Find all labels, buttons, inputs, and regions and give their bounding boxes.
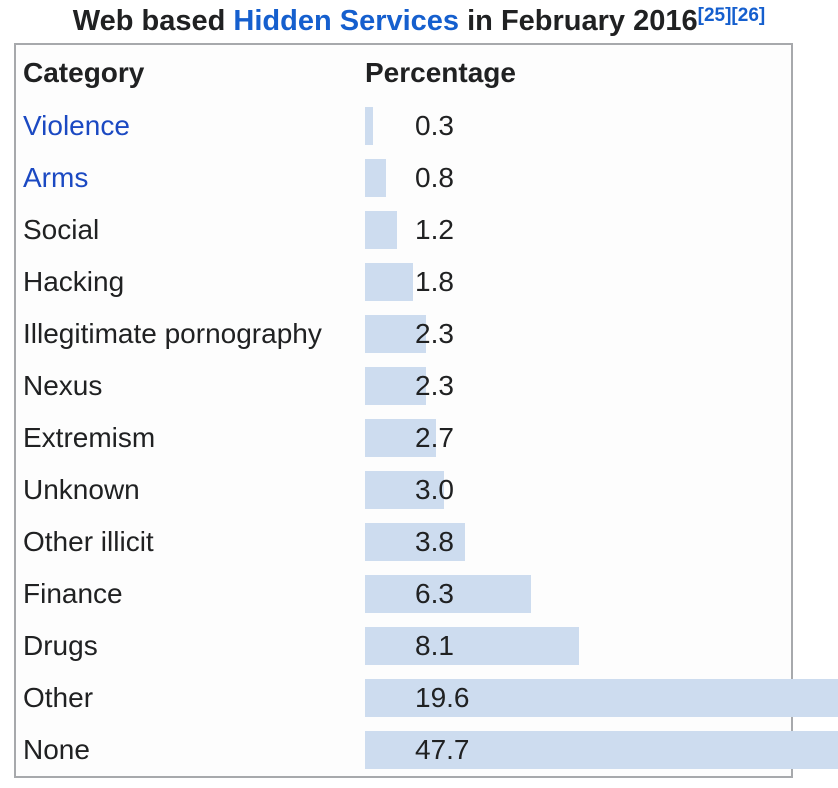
percentage-value: 0.8	[415, 162, 454, 193]
table-row: Drugs 8.1	[16, 620, 791, 672]
percentage-bar	[365, 211, 397, 249]
category-link[interactable]: Violence	[23, 110, 130, 141]
percentage-value: 3.0	[415, 474, 454, 505]
percentage-value: 0.3	[415, 110, 454, 141]
table-row: Hacking 1.8	[16, 256, 791, 308]
reference-25-link[interactable]: [25]	[697, 5, 732, 26]
category-column-header: Category	[23, 56, 145, 88]
percentage-bar	[365, 315, 426, 353]
percentage-bar	[365, 107, 373, 145]
category-link[interactable]: Arms	[23, 162, 89, 193]
reference-26-link[interactable]: [26]	[731, 5, 766, 26]
category-label: Hacking	[23, 266, 125, 297]
title-middle: in February 2016	[459, 5, 698, 37]
percentage-bar	[365, 627, 579, 665]
percentage-value: 2.3	[415, 370, 454, 401]
table-row: Arms 0.8	[16, 152, 791, 204]
percentage-value: 2.7	[415, 422, 454, 453]
category-label: Social	[23, 214, 100, 245]
table-row: Illegitimate pornography 2.3	[16, 308, 791, 360]
title-references: [25][26]	[698, 5, 766, 26]
percentage-value: 1.2	[415, 214, 454, 245]
table-row: Finance 6.3	[16, 568, 791, 620]
table-row: Other 19.6	[16, 672, 838, 724]
percentage-bar	[365, 575, 531, 613]
category-label: Extremism	[23, 422, 156, 453]
category-label: Nexus	[23, 370, 103, 401]
category-label: Finance	[23, 578, 123, 609]
category-label: Other	[23, 682, 94, 713]
category-label: Drugs	[23, 630, 98, 661]
category-label: Illegitimate pornography	[23, 318, 322, 349]
table-row: Extremism 2.7	[16, 412, 791, 464]
percentage-value: 1.8	[415, 266, 454, 297]
table-row: Violence 0.3	[16, 100, 791, 152]
percentage-value: 3.8	[415, 526, 454, 557]
percentage-bar	[365, 731, 838, 769]
table-header-row: Category Percentage	[16, 45, 791, 100]
percentage-value: 19.6	[415, 682, 470, 713]
table-body: Violence 0.3 Arms 0.8 Social 1.2 Hacking 1.8 Ill…	[16, 100, 838, 776]
table-row: None 47.7	[16, 724, 838, 776]
table-row: Social 1.2	[16, 204, 791, 256]
percentage-value: 8.1	[415, 630, 454, 661]
percentage-value: 6.3	[415, 578, 454, 609]
percentage-value: 2.3	[415, 318, 454, 349]
title-prefix: Web based	[72, 5, 234, 37]
data-table: Category Percentage Violence 0.3 Arms 0.8 So…	[14, 43, 838, 778]
percentage-column-header: Percentage	[365, 56, 516, 88]
percentage-bar	[365, 471, 444, 509]
chart-title: Web based Hidden Services in February 20…	[0, 3, 838, 39]
percentage-bar	[365, 367, 426, 405]
category-label: Other illicit	[23, 526, 154, 557]
category-label: None	[23, 734, 90, 765]
percentage-bar	[365, 263, 413, 301]
percentage-bar	[365, 159, 386, 197]
percentage-bar	[365, 419, 436, 457]
percentage-value: 47.7	[415, 734, 470, 765]
hidden-services-link[interactable]: Hidden Services	[233, 5, 460, 37]
percentage-bar	[365, 679, 838, 717]
category-label: Unknown	[23, 474, 140, 505]
table-row: Other illicit 3.8	[16, 516, 791, 568]
table-row: Unknown 3.0	[16, 464, 791, 516]
table-row: Nexus 2.3	[16, 360, 791, 412]
percentage-bar	[365, 523, 465, 561]
